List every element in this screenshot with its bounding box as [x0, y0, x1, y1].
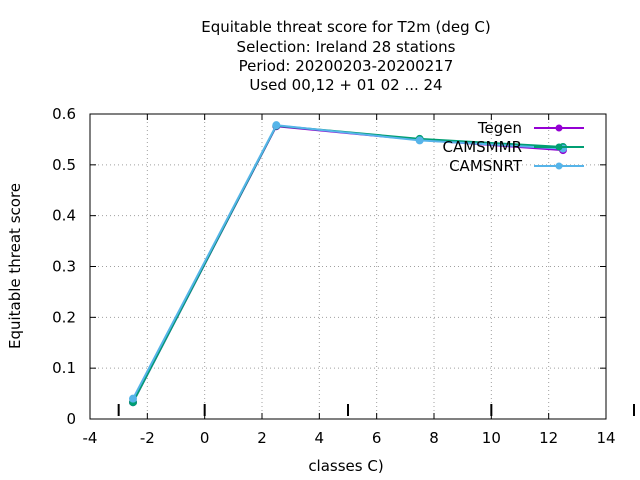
x-tick-label: 2	[257, 429, 267, 447]
data-point	[272, 121, 281, 130]
x-tick-label: 14	[596, 429, 615, 447]
ticks: -4 -2 0 2 4 6 8 10 12 14 0 0.1 0.2 0.3 0.4 0.5 0.6	[52, 105, 615, 447]
series-camsnrt	[129, 121, 567, 403]
grid	[90, 114, 606, 419]
chart-title: Equitable threat score for T2m (deg C) S…	[201, 18, 491, 94]
title-line-1: Equitable threat score for T2m (deg C)	[201, 18, 491, 36]
legend-item: CAMSNRT	[449, 157, 584, 175]
legend-marker	[555, 143, 563, 151]
plot-border	[89, 113, 607, 420]
series-line	[132, 124, 564, 400]
x-tick-label: 8	[429, 429, 439, 447]
x-tick-label: -2	[140, 429, 155, 447]
y-tick-label: 0.5	[52, 156, 76, 174]
x-tick-label: 10	[482, 429, 501, 447]
data-point	[129, 394, 137, 403]
legend-label: CAMSMMR	[442, 138, 522, 156]
x-tick-label: -4	[83, 429, 98, 447]
y-tick-label: 0	[66, 410, 76, 428]
x-tick-label: 0	[200, 429, 210, 447]
y-tick-label: 0.3	[52, 258, 76, 276]
legend-marker	[555, 162, 563, 170]
y-tick-label: 0.2	[52, 308, 76, 326]
data-point	[415, 136, 424, 145]
y-tick-label: 0.1	[52, 359, 76, 377]
legend-marker	[555, 124, 563, 132]
y-axis-label: Equitable threat score	[6, 183, 24, 349]
legend-label: Tegen	[477, 119, 522, 137]
legend-item: CAMSMMR	[442, 138, 584, 156]
title-line-2: Selection: Ireland 28 stations	[237, 38, 456, 56]
title-line-3: Period: 20200203-20200217	[239, 57, 454, 75]
x-axis-label: classes C)	[308, 457, 383, 475]
legend-item: Tegen	[477, 119, 584, 137]
x-tick-label: 6	[372, 429, 382, 447]
y-tick-label: 0.6	[52, 105, 76, 123]
x-tick-label: 4	[315, 429, 325, 447]
legend-label: CAMSNRT	[449, 157, 523, 175]
y-tick-label: 0.4	[52, 207, 76, 225]
title-line-4: Used 00,12 + 01 02 ... 24	[249, 76, 442, 94]
x-tick-label: 12	[539, 429, 558, 447]
